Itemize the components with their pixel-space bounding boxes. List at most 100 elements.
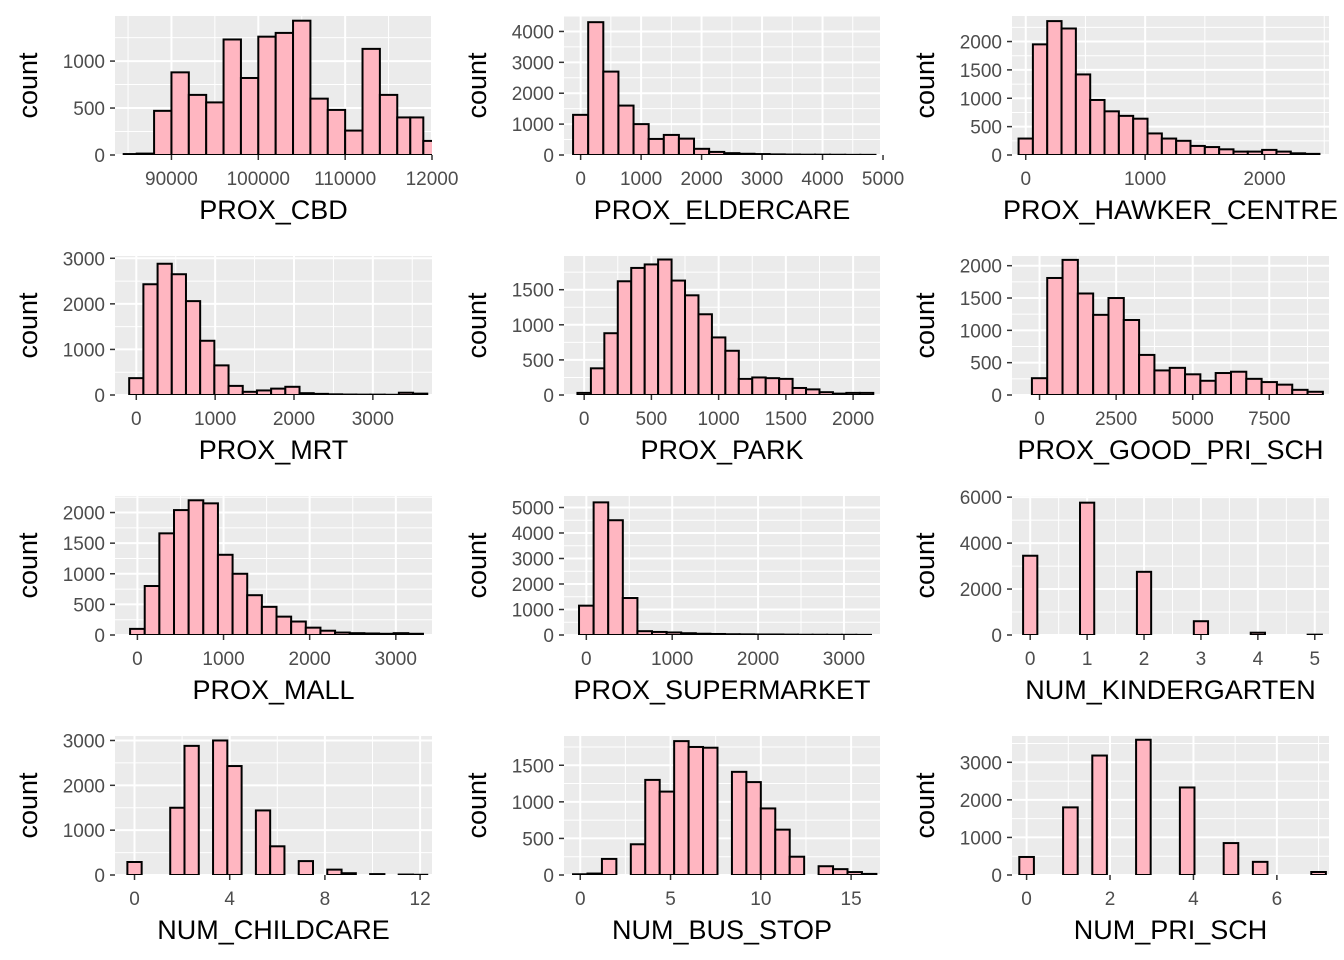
histogram-bar (1092, 313, 1110, 395)
histogram-bar (632, 123, 650, 155)
x-tick-label: 0 (132, 649, 143, 670)
histogram-bar (304, 626, 322, 635)
x-axis-title: PROX_MRT (199, 435, 349, 465)
histogram-panel-prox-supermarket: 0 1000 2000 3000 0 1000 2000 3000 4000 5000 PROX_S… (462, 496, 880, 705)
histogram-panel-prox-good-pri-sch: 0 2500 5000 7500 0 500 1000 1500 2000 PROX_GOOD_P… (910, 256, 1329, 465)
x-tick-label: 0 (1021, 889, 1032, 910)
histogram-bar (1079, 501, 1096, 635)
x-tick-label: 0 (575, 889, 586, 910)
histogram-bar (724, 633, 741, 635)
histogram-bar (241, 390, 258, 395)
x-axis-title: PROX_HAWKER_CENTRE (1003, 195, 1338, 225)
histogram-bar (1304, 152, 1321, 155)
x-tick-label: 3000 (375, 649, 417, 670)
y-tick-label: 500 (522, 351, 554, 372)
histogram-bar (1246, 150, 1264, 155)
x-tick-label: 0 (131, 409, 142, 430)
x-tick-label: 0 (1020, 169, 1031, 190)
histogram-panel-prox-park: 0 500 1000 1500 2000 0 500 1000 1500 PROX_PARK cou… (462, 256, 880, 465)
histogram-bar (227, 384, 244, 395)
histogram-bar (1275, 383, 1294, 395)
histogram-bar (670, 279, 687, 395)
histogram-bar (629, 843, 647, 875)
y-tick-label: 1000 (512, 316, 554, 337)
histogram-bar (1091, 754, 1108, 875)
histogram-bar (292, 19, 312, 155)
histogram-bar (153, 109, 173, 155)
panel-background (1012, 496, 1329, 635)
y-tick-label: 0 (991, 386, 1002, 407)
x-tick-label: 0 (579, 409, 590, 430)
y-tick-label: 0 (543, 866, 554, 887)
x-tick-label: 0 (129, 889, 140, 910)
histogram-bar (257, 35, 277, 155)
histogram-bar (199, 339, 216, 395)
histogram-bar (1062, 806, 1079, 875)
histogram-bar (1122, 319, 1141, 395)
histogram-bar (290, 620, 307, 635)
y-tick-label: 4000 (512, 22, 554, 43)
histogram-panel-num-kindergarten: 0 1 2 3 4 5 0 2000 4000 6000 NUM_KINDERGARTEN count (910, 488, 1329, 705)
y-tick-label: 500 (73, 595, 105, 616)
histogram-bar (1306, 390, 1324, 395)
histogram-bar (710, 336, 727, 395)
histogram-bar (1107, 297, 1125, 395)
y-tick-label: 500 (73, 99, 105, 120)
histogram-bar (1291, 388, 1309, 395)
histogram-bar (169, 806, 186, 875)
gridlines (564, 736, 880, 875)
histogram-bar (319, 629, 337, 635)
histogram-panel-prox-cbd: 90000 100000 110000 1200005001000PROX_CBDco… (13, 16, 458, 225)
histogram-bars (129, 499, 424, 635)
y-tick-label: 1500 (512, 756, 554, 777)
x-tick-label: 2000 (289, 649, 331, 670)
x-tick-label: 2500 (1095, 409, 1137, 430)
histogram-bar (600, 857, 618, 875)
histogram-bar (1132, 117, 1149, 155)
histogram-bar (778, 377, 794, 395)
histogram-bar (576, 391, 592, 395)
histogram-bar (1030, 377, 1049, 395)
x-tick-label: 1000 (651, 649, 693, 670)
y-tick-label: 1000 (63, 340, 105, 361)
histogram-bar (212, 739, 229, 875)
histogram-bar (737, 377, 754, 395)
histogram-bar (269, 845, 286, 875)
histogram-bar (284, 385, 301, 395)
y-tick-label: 1500 (512, 281, 554, 302)
y-tick-label: 2000 (960, 257, 1002, 278)
histogram-bar (589, 367, 606, 395)
x-tick-label: 10 (750, 889, 771, 910)
y-tick-label: 4000 (960, 534, 1002, 555)
histogram-bar (617, 104, 635, 155)
histogram-bar (297, 860, 315, 875)
histogram-bar (845, 391, 861, 395)
histogram-bar (222, 38, 242, 155)
histogram-bar (340, 872, 357, 875)
y-tick-label: 500 (970, 354, 1002, 375)
histogram-bar (1103, 110, 1120, 155)
y-axis-title: count (910, 772, 940, 839)
histogram-bar (298, 392, 315, 395)
y-tick-label: 2000 (63, 504, 105, 525)
y-axis-title: count (462, 532, 492, 599)
histogram-bar (805, 388, 821, 395)
y-tick-label: 1500 (960, 289, 1002, 310)
x-tick-label: 1000 (194, 409, 236, 430)
histogram-bar (275, 615, 293, 635)
histogram-bar (126, 860, 143, 875)
histogram-bar (183, 744, 200, 875)
y-tick-label: 0 (543, 386, 554, 407)
x-tick-label: 500 (636, 409, 668, 430)
histogram-bar (791, 386, 808, 395)
x-tick-label: 2000 (273, 409, 315, 430)
histogram-bar (239, 76, 260, 155)
y-tick-label: 1000 (960, 828, 1002, 849)
histogram-bar (1160, 137, 1178, 155)
histogram-bar (158, 532, 176, 635)
x-tick-label: 3 (1196, 649, 1207, 670)
histogram-bar (630, 266, 646, 395)
histogram-bar (1199, 379, 1217, 395)
y-tick-label: 2000 (960, 791, 1002, 812)
